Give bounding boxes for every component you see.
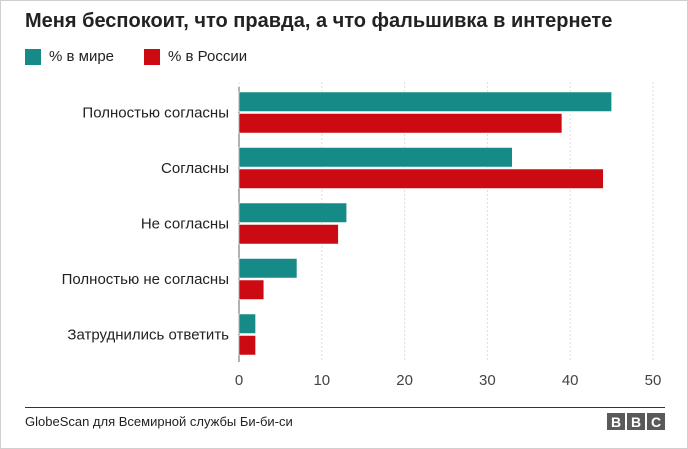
x-tick-label: 0: [235, 372, 243, 389]
x-tick-label: 10: [313, 372, 330, 389]
bar-world: [238, 258, 298, 279]
category-label: Согласны: [161, 160, 229, 177]
bar-russia: [238, 168, 604, 189]
legend-swatch-world: [25, 48, 41, 65]
bar-world: [238, 91, 612, 112]
bbc-logo-letter: B: [607, 413, 625, 430]
x-tick-label: 30: [479, 372, 496, 389]
x-tick-label: 40: [562, 372, 579, 389]
x-tick-label: 20: [396, 372, 413, 389]
legend-swatch-russia: [144, 48, 160, 65]
bar-russia: [238, 113, 563, 134]
legend-label-world: % в мире: [49, 48, 115, 65]
footer-divider: [25, 407, 665, 408]
bbc-logo: B B C: [607, 413, 665, 430]
bar-world: [238, 313, 256, 334]
category-label: Полностью не согласны: [62, 271, 229, 288]
bbc-logo-letter: B: [627, 413, 645, 430]
category-label: Не согласны: [141, 216, 229, 233]
bbc-logo-letter: C: [647, 413, 665, 430]
bar-russia: [238, 335, 256, 356]
bar-world: [238, 147, 513, 168]
bar-russia: [238, 279, 265, 300]
source-note: GlobeScan для Всемирной службы Би-би-си: [25, 414, 293, 429]
legend-label-russia: % в России: [168, 48, 248, 65]
x-tick-label: 50: [645, 372, 662, 389]
chart-title: Меня беспокоит, что правда, а что фальши…: [25, 10, 613, 32]
legend-item-russia: % в России: [144, 48, 247, 65]
bar-russia: [238, 224, 339, 245]
legend-item-world: % в мире: [25, 48, 114, 65]
category-label: Затруднились ответить: [67, 327, 229, 344]
bar-world: [238, 202, 347, 223]
category-label: Полностью согласны: [82, 105, 229, 122]
